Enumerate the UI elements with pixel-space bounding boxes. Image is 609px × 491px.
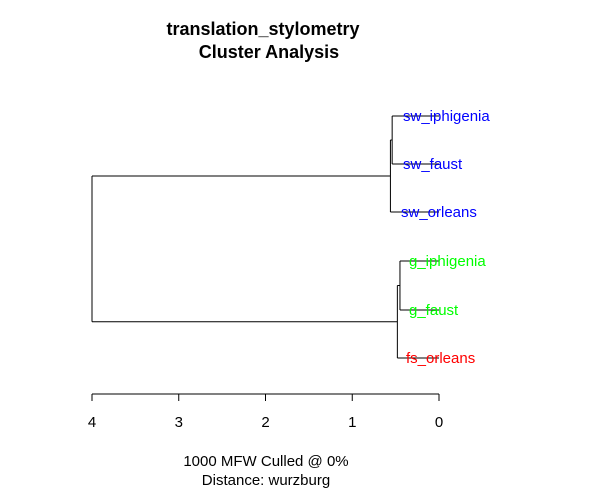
x-tick-label: 2	[261, 414, 269, 431]
x-axis: 4 3 2 1 0	[88, 393, 443, 431]
x-tick-label: 1	[348, 414, 356, 431]
leaf-label: g_iphigenia	[409, 253, 486, 270]
leaf-label: fs_orleans	[406, 350, 475, 367]
leaf-label: sw_faust	[403, 156, 463, 173]
distance-label: Distance: wurzburg	[202, 472, 330, 489]
dendrogram-tree	[91, 115, 439, 359]
chart-subtitle: Cluster Analysis	[199, 42, 339, 62]
leaf-label: g_faust	[409, 302, 459, 319]
x-tick-label: 0	[435, 414, 443, 431]
x-axis-label: 1000 MFW Culled @ 0%	[183, 453, 348, 470]
leaf-label: sw_iphigenia	[403, 108, 490, 125]
leaf-labels: sw_iphigenia sw_faust sw_orleans g_iphigeni…	[401, 108, 490, 367]
leaf-label: sw_orleans	[401, 204, 477, 221]
x-tick-label: 3	[175, 414, 183, 431]
x-tick-label: 4	[88, 414, 96, 431]
chart-title: translation_stylometry	[166, 19, 359, 39]
